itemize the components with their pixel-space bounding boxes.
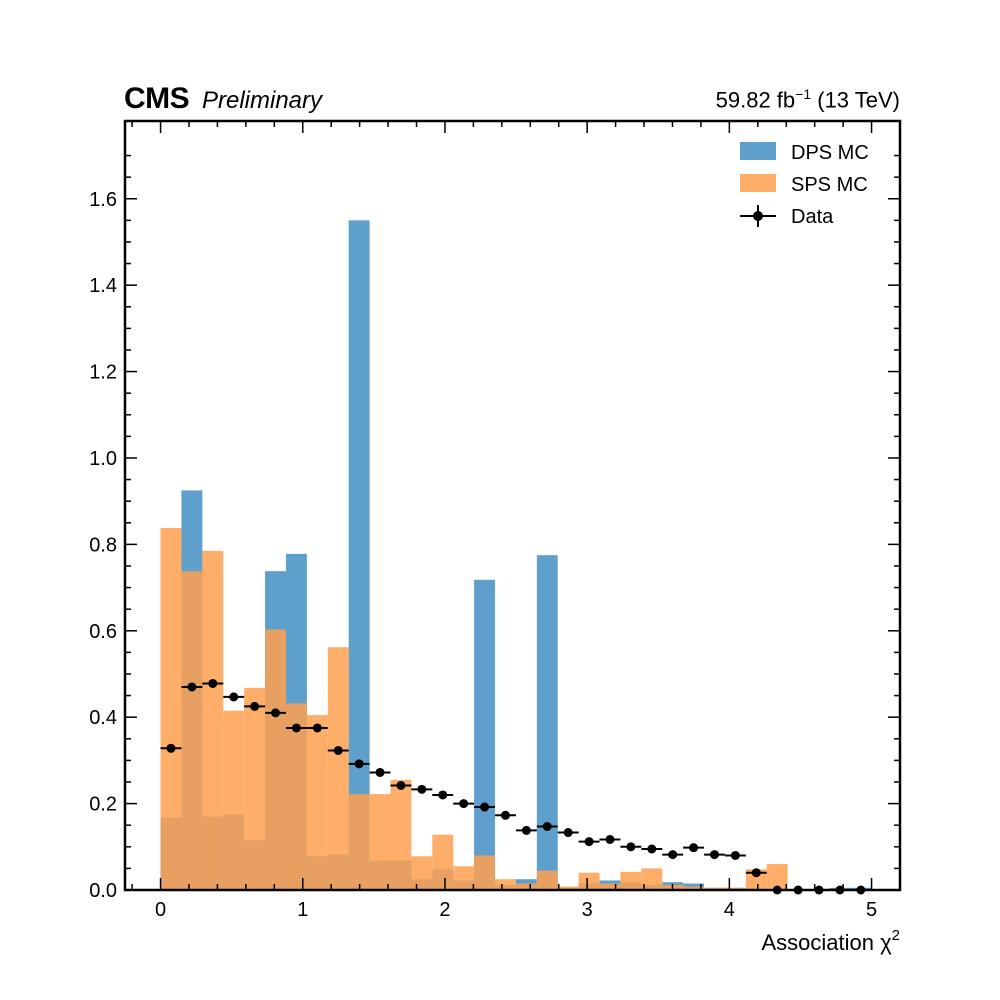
- x-tick-label: 1: [297, 899, 308, 921]
- y-tick-label: 0.0: [89, 880, 117, 902]
- sps-mc-bar: [557, 886, 579, 890]
- data-point: [521, 825, 531, 835]
- sps-mc-bar: [265, 629, 286, 890]
- data-point: [312, 723, 322, 733]
- sps-mc-bar: [453, 866, 475, 890]
- x-axis-label-sup: 2: [892, 927, 900, 944]
- sps-mc-bar: [390, 779, 412, 890]
- data-point: [187, 682, 197, 692]
- data-point: [229, 692, 239, 702]
- x-tick-label: 2: [439, 899, 450, 921]
- y-tick-label: 0.8: [89, 534, 117, 556]
- data-point: [626, 842, 636, 852]
- x-tick-label: 4: [724, 899, 735, 921]
- data-point: [459, 799, 469, 809]
- sps-mc-bar: [306, 715, 328, 890]
- sps-mc-bar: [348, 794, 370, 890]
- data-point: [438, 790, 448, 800]
- data-point: [396, 780, 406, 790]
- dps-mc-bar: [348, 220, 370, 890]
- legend-sps-mc-swatch: [740, 174, 776, 192]
- sps-mc-bar: [578, 872, 600, 890]
- sps-mc-bar: [160, 527, 182, 890]
- sps-mc-bar: [620, 871, 642, 890]
- data-point: [333, 745, 343, 755]
- data-point: [647, 844, 657, 854]
- x-axis-label-text: Association χ: [761, 930, 892, 955]
- data-point: [584, 837, 594, 847]
- energy-label: (13 TeV): [817, 87, 900, 113]
- data-point: [250, 701, 260, 711]
- legend-data-label: Data: [791, 206, 834, 228]
- legend-dps-mc-label: DPS MC: [791, 142, 869, 164]
- y-tick-label: 1.0: [89, 448, 117, 470]
- data-point: [668, 850, 678, 860]
- sps-mc-bar: [766, 864, 788, 890]
- lumi-exponent: −1: [795, 86, 812, 102]
- sps-mc-bar: [202, 550, 224, 890]
- luminosity-label: 59.82 fb−1 (13 TeV): [716, 86, 900, 113]
- sps-mc-bar: [181, 571, 203, 890]
- legend-dps-mc-swatch: [740, 142, 776, 160]
- axes: 0 1 2 3 4 5 0.0 0.2 0.4 0.6 0.8 1.0 1.2 1.4 1.6: [89, 119, 902, 921]
- legend-data-marker: [753, 211, 763, 221]
- data-point: [291, 723, 301, 733]
- status-label: Preliminary: [202, 87, 323, 114]
- data-point: [689, 843, 699, 853]
- dps-mc-bar: [536, 555, 558, 890]
- sps-mc-bar: [683, 886, 705, 890]
- sps-mc-bar: [474, 855, 496, 890]
- data-point: [375, 767, 385, 777]
- plot-frame: [123, 119, 902, 892]
- y-tick-label: 0.2: [89, 794, 117, 816]
- sps-mc-bar: [515, 883, 537, 890]
- legend: DPS MC SPS MC Data: [740, 142, 869, 228]
- data-point: [709, 850, 719, 860]
- y-tick-label: 0.6: [89, 621, 117, 643]
- lumi-value: 59.82 fb: [715, 87, 796, 113]
- data-point: [563, 828, 573, 838]
- sps-mc-bar: [745, 869, 767, 890]
- y-tick-label: 1.6: [89, 189, 117, 211]
- data-point: [417, 784, 427, 794]
- sps-mc-bar: [411, 856, 433, 890]
- data-point: [271, 708, 281, 718]
- dps-mc-bar: [474, 579, 496, 890]
- data-point: [751, 868, 761, 878]
- data-point: [542, 821, 552, 831]
- sps-mc-bar: [536, 870, 558, 890]
- sps-mc-bar: [327, 647, 349, 890]
- data-point: [166, 743, 176, 753]
- sps-mc-bar: [432, 834, 454, 890]
- sps-mc-bar: [641, 868, 663, 890]
- legend-sps-mc-label: SPS MC: [791, 174, 868, 196]
- x-tick-label: 5: [866, 899, 877, 921]
- data-points: [160, 678, 872, 895]
- sps-mc-bar: [244, 687, 266, 890]
- x-axis-label: Association χ2: [761, 927, 900, 955]
- data-point: [354, 759, 364, 769]
- sps-mc-bar: [369, 794, 391, 890]
- data-point: [208, 678, 218, 688]
- sps-mc-bar: [495, 879, 516, 890]
- y-tick-label: 1.4: [89, 275, 117, 297]
- data-point: [480, 802, 490, 812]
- data-point: [500, 810, 510, 820]
- y-tick-label: 1.2: [89, 362, 117, 384]
- x-tick-label: 0: [155, 899, 166, 921]
- experiment-label: CMS: [124, 82, 190, 115]
- y-tick-label: 0.4: [89, 707, 117, 729]
- x-tick-label: 3: [582, 899, 593, 921]
- data-point: [605, 834, 615, 844]
- sps-mc-bar: [599, 883, 621, 890]
- sps-mc-bar: [223, 710, 245, 890]
- data-point: [730, 850, 740, 860]
- sps-mc-bars: [160, 527, 788, 890]
- sps-mc-bar: [285, 703, 307, 890]
